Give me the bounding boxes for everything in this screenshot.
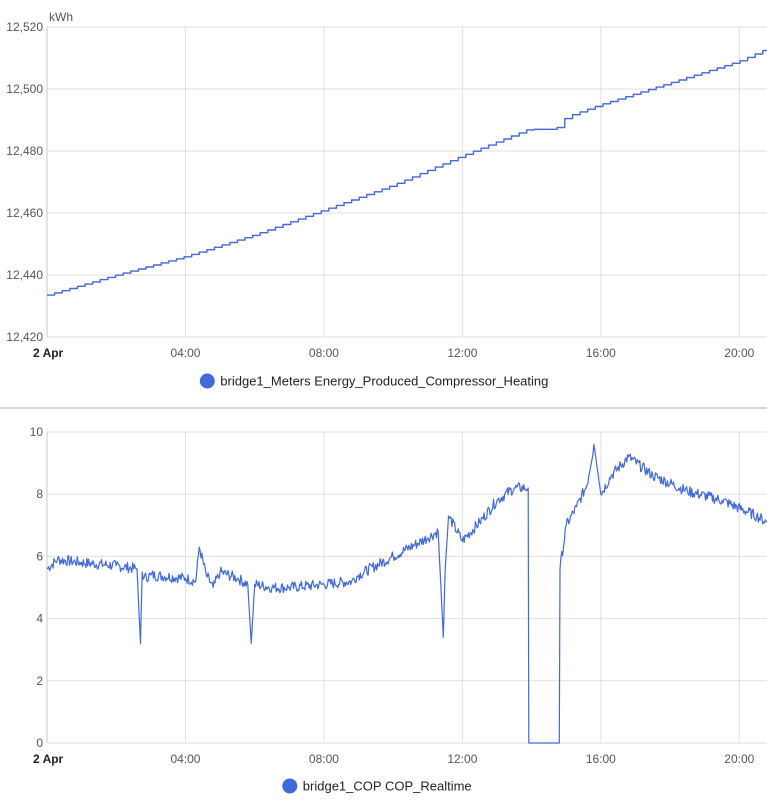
energy-x-tick-label: 12:00 <box>447 346 477 360</box>
cop-x-tick-label: 08:00 <box>309 752 339 766</box>
energy-unit-label: kWh <box>49 10 73 24</box>
cop-x-tick-label: 2 Apr <box>33 752 64 766</box>
cop-x-tick-label: 16:00 <box>586 752 616 766</box>
cop-chart: 0 2 4 6 8 10 2 Apr 04:00 08:00 12:00 16:00 20:00 bri… <box>30 425 767 794</box>
energy-x-tick-label: 2 Apr <box>33 346 64 360</box>
energy-x-tick-label: 04:00 <box>170 346 200 360</box>
cop-x-tick-label: 04:00 <box>170 752 200 766</box>
energy-y-tick-label: 12,480 <box>6 144 43 158</box>
energy-y-tick-label: 12,440 <box>6 268 43 282</box>
cop-legend-label: bridge1_COP COP_Realtime <box>303 779 472 794</box>
cop-y-tick-label: 10 <box>30 425 44 439</box>
energy-legend-marker <box>199 373 215 389</box>
energy-legend-label: bridge1_Meters Energy_Produced_Compresso… <box>220 374 548 389</box>
cop-y-tick-label: 8 <box>36 487 43 501</box>
energy-y-tick-label: 12,520 <box>6 20 43 34</box>
cop-y-tick-label: 6 <box>36 549 43 563</box>
cop-series-line <box>46 443 767 744</box>
cop-y-tick-label: 0 <box>36 736 43 750</box>
energy-x-tick-label: 08:00 <box>309 346 339 360</box>
cop-x-tick-label: 20:00 <box>724 752 754 766</box>
energy-series-line <box>47 49 767 296</box>
cop-y-tick-label: 4 <box>36 612 43 626</box>
energy-y-tick-label: 12,500 <box>6 82 43 96</box>
energy-x-tick-label: 16:00 <box>586 346 616 360</box>
energy-x-tick-label: 20:00 <box>724 346 754 360</box>
energy-y-tick-label: 12,420 <box>6 330 43 344</box>
cop-y-tick-label: 2 <box>36 674 43 688</box>
cop-x-tick-label: 12:00 <box>447 752 477 766</box>
energy-y-tick-label: 12,460 <box>6 206 43 220</box>
cop-legend-marker <box>282 778 298 794</box>
energy-chart: 12,420 12,440 12,460 12,480 12,500 12,520 2 Ap… <box>6 10 767 389</box>
